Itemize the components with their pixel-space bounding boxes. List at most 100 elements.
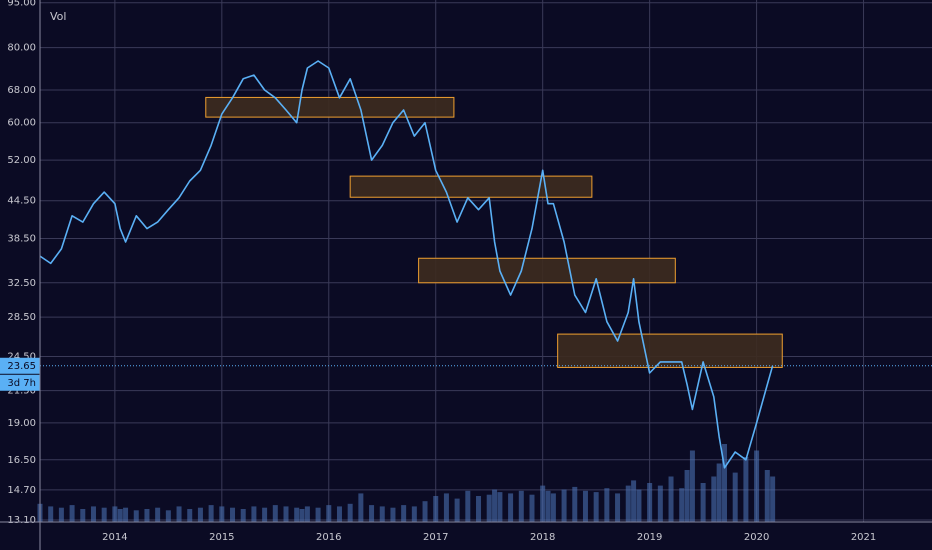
volume-bar <box>476 496 482 522</box>
volume-bar <box>294 507 300 522</box>
volume-bar <box>176 506 182 522</box>
volume-bar <box>219 506 225 522</box>
x-tick-label: 2020 <box>744 532 769 543</box>
volume-bar <box>572 486 578 522</box>
x-tick-label: 2018 <box>530 532 555 543</box>
zone <box>418 257 676 284</box>
y-tick-label: 52.00 <box>7 155 36 166</box>
volume-bar <box>625 485 631 522</box>
y-tick-label: 38.50 <box>7 234 36 245</box>
volume-bar <box>770 476 776 522</box>
x-tick-label: 2017 <box>423 532 448 543</box>
volume-bar <box>304 506 310 522</box>
volume-bar <box>262 507 268 522</box>
y-tick-label: 95.00 <box>7 0 36 9</box>
volume-bar <box>550 493 556 522</box>
x-tick-label: 2015 <box>209 532 234 543</box>
volume-bar <box>422 501 428 522</box>
volume-bar <box>133 510 139 522</box>
countdown-box <box>0 374 40 391</box>
volume-bar <box>593 492 599 522</box>
volume-bar <box>251 506 257 522</box>
volume-label: Vol <box>50 10 66 23</box>
volume-bar <box>465 490 471 522</box>
volume-bar <box>230 507 236 522</box>
volume-bar <box>679 488 685 522</box>
x-tick-label: 2014 <box>102 532 127 543</box>
volume-bar <box>155 507 161 522</box>
y-tick-label: 16.50 <box>7 455 36 466</box>
y-tick-label: 19.00 <box>7 418 36 429</box>
volume-bar <box>187 509 193 522</box>
zone <box>205 96 455 118</box>
y-tick-label: 14.70 <box>7 485 36 496</box>
volume-bar <box>711 476 717 522</box>
volume-bar <box>700 483 706 522</box>
volume-bar <box>754 450 760 522</box>
volume-bar <box>144 509 150 522</box>
volume-bar <box>208 505 214 522</box>
volume-bar <box>240 509 246 522</box>
volume-bar <box>636 489 642 522</box>
y-tick-label: 80.00 <box>7 43 36 54</box>
volume-bar <box>582 490 588 522</box>
volume-bar <box>358 493 364 522</box>
volume-bar <box>615 493 621 522</box>
volume-bar <box>529 494 535 522</box>
volume-bar <box>443 493 449 522</box>
volume-bar <box>112 506 118 522</box>
x-tick-label: 2021 <box>851 532 876 543</box>
y-tick-label: 32.50 <box>7 278 36 289</box>
volume-bar <box>486 494 492 522</box>
volume-bar <box>101 507 107 522</box>
volume-bar <box>540 485 546 522</box>
volume-bar <box>123 507 129 522</box>
volume-bar <box>80 509 86 522</box>
y-tick-label: 60.00 <box>7 118 36 129</box>
volume-bar <box>657 485 663 522</box>
volume-bar <box>647 483 653 522</box>
y-tick-label: 13.10 <box>7 515 36 526</box>
x-tick-label: 2019 <box>637 532 662 543</box>
volume-bar <box>631 480 637 522</box>
y-tick-label: 24.50 <box>7 352 36 363</box>
volume-bar <box>561 489 567 522</box>
volume-bar <box>58 507 64 522</box>
volume-bar <box>716 463 722 522</box>
volume-bar <box>48 506 54 522</box>
price-line <box>39 60 774 469</box>
volume-bar <box>411 506 417 522</box>
volume-bar <box>732 472 738 522</box>
volume-bar <box>764 470 770 522</box>
y-tick-label: 44.50 <box>7 196 36 207</box>
volume-bar <box>668 476 674 522</box>
volume-bar <box>492 489 498 522</box>
volume-bar <box>117 509 123 522</box>
volume-bar <box>454 498 460 522</box>
volume-bar <box>433 496 439 522</box>
volume-bar <box>689 450 695 522</box>
volume-bar <box>401 505 407 522</box>
volume-bar <box>379 506 385 522</box>
volume-bar <box>69 505 75 522</box>
volume-bar <box>722 444 728 522</box>
volume-bar <box>283 506 289 522</box>
volume-bar <box>508 493 514 522</box>
y-tick-label: 21.50 <box>7 386 36 397</box>
volume-bar <box>743 457 749 522</box>
volume-bar <box>90 506 96 522</box>
x-tick-label: 2016 <box>316 532 341 543</box>
volume-bar <box>165 510 171 522</box>
volume-bar <box>315 507 321 522</box>
volume-bar <box>369 505 375 522</box>
volume-bar <box>497 492 503 522</box>
volume-bar <box>604 488 610 522</box>
y-tick-label: 68.00 <box>7 85 36 96</box>
volume-bar <box>272 505 278 522</box>
last-price-label: 23.65 <box>7 361 36 372</box>
volume-bar <box>299 509 305 522</box>
volume-bar <box>197 507 203 522</box>
countdown-label: 3d 7h <box>7 378 36 389</box>
volume-bar <box>326 505 332 522</box>
